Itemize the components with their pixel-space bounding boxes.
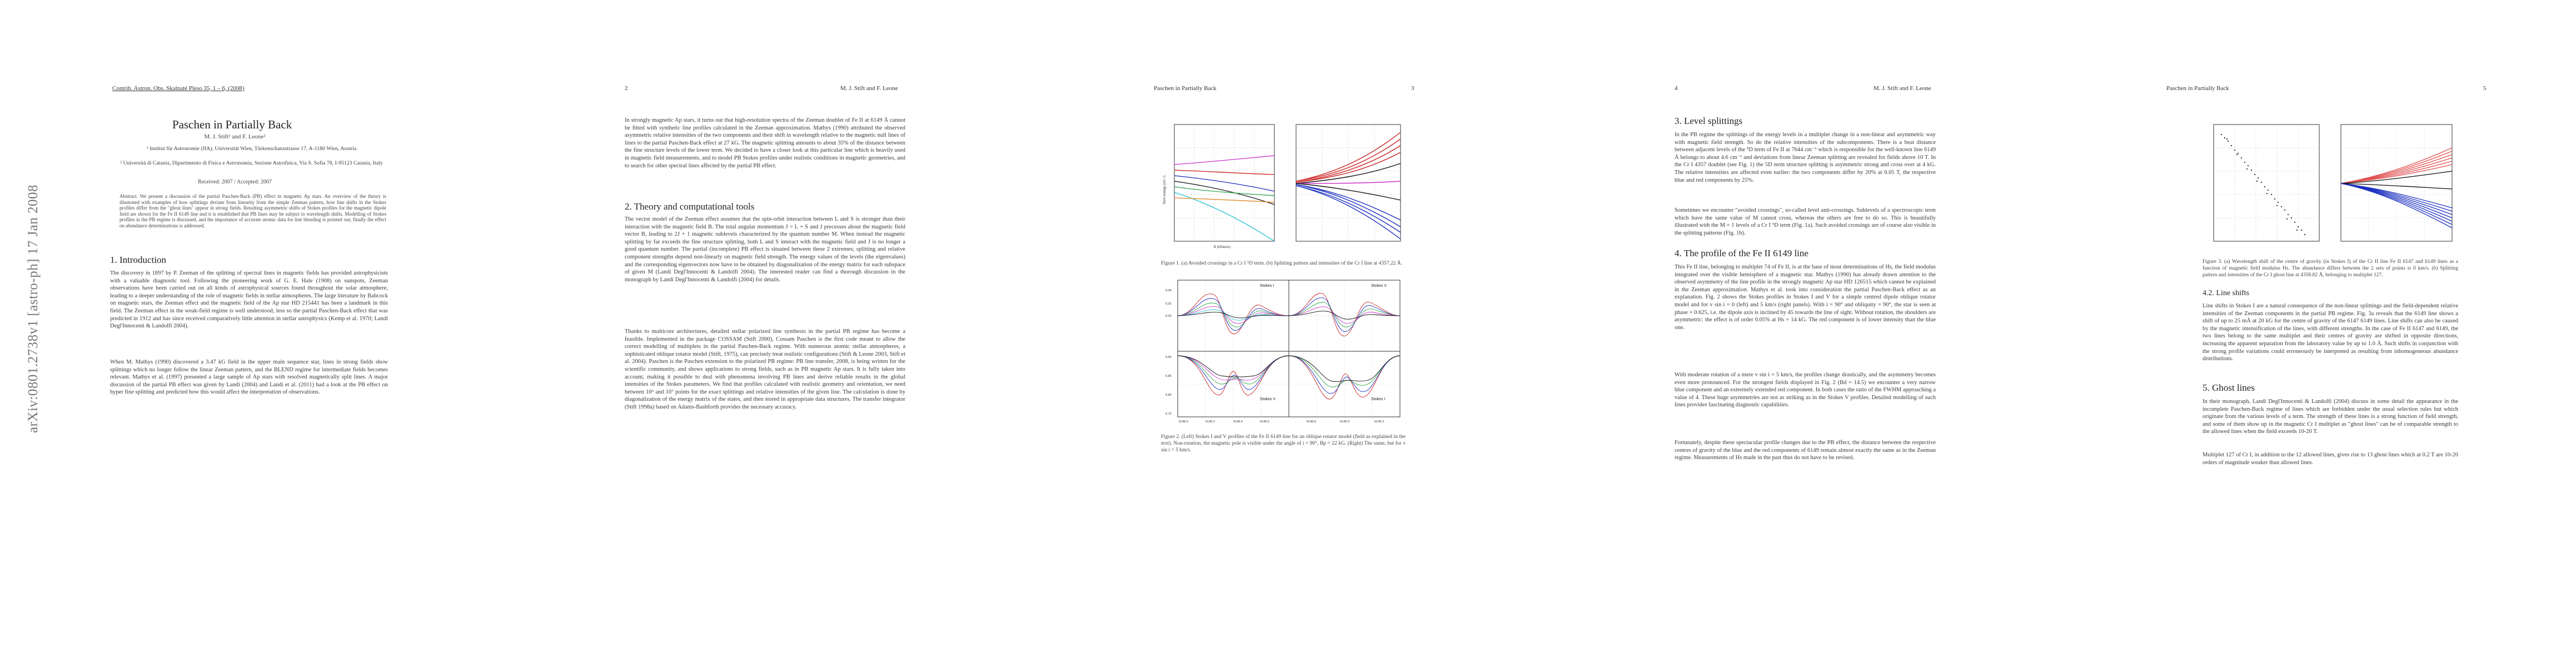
section-title-fe-line-profile: 4. The profile of the Fe II 6149 line — [1675, 248, 1808, 258]
figure-3-caption: Figure 3. (a) Wavelength shift of the ce… — [2203, 259, 2458, 278]
y-tick: 0.75 — [1165, 412, 1172, 416]
page-number: 5 — [2483, 85, 2487, 92]
figure-3b — [2340, 124, 2453, 242]
paper-title: Paschen in Partially Back — [172, 118, 292, 131]
paragraph: Thanks to multicore architectures, detai… — [625, 328, 905, 410]
page-number: 2 — [625, 85, 628, 92]
intro-paragraph-2: When M. Mathys (1990) discovered a 3.47 … — [110, 359, 388, 396]
received-date: Received: 2007 / Accepted: 2007 — [198, 179, 272, 185]
arxiv-stamp: arXiv:0801.2738v1 [astro-ph] 17 Jan 2008 — [26, 184, 41, 433]
page-number: 3 — [1411, 85, 1414, 92]
section-title-line-shifts: 4.2. Line shifts — [2203, 289, 2249, 297]
intro-paragraph-1: The discovery in 1897 by P. Zeeman of th… — [110, 270, 388, 330]
x-tick: 6149.4 — [1233, 420, 1243, 424]
paragraph: Multiplet 127 of Cr I, in addition to th… — [2203, 452, 2458, 466]
x-tick: 6149.0 — [1340, 420, 1349, 424]
page-number: 4 — [1675, 85, 1678, 92]
y-tick: 0.90 — [1165, 356, 1172, 359]
paragraph: With moderate rotation of a mere v sin i… — [1675, 372, 1936, 409]
running-head: M. J. Stift and F. Leone — [840, 85, 898, 92]
panel-label-stokes-v: Stokes V — [1371, 284, 1387, 288]
running-head: Paschen in Partially Back — [2166, 85, 2229, 92]
figure-1a: Term energy (cm⁻¹) B (kGauss) — [1163, 124, 1275, 249]
panel-label-stokes-i: Stokes I — [1371, 397, 1385, 401]
paragraph: In strongly magnetic Ap stars, it turns … — [625, 117, 905, 169]
x-tick: 6148.8 — [1307, 420, 1316, 424]
paragraph: In their monograph, Landi Degl'Innocenti… — [2203, 399, 2458, 435]
page-3: Paschen in Partially Back 3 Term energy … — [1030, 0, 1546, 667]
section-title-ghost-lines: 5. Ghost lines — [2203, 382, 2255, 393]
fig1-x-label: B (kGauss) — [1214, 246, 1230, 249]
figure-2-caption: Figure 2. (Left) Stokes I and V profiles… — [1161, 434, 1406, 453]
x-tick: 6149.6 — [1260, 420, 1269, 424]
authors: M. J. Stift¹ and F. Leone² — [204, 133, 266, 140]
y-tick: 0.02 — [1165, 302, 1172, 306]
page-5: Paschen in Partially Back 5 — [2061, 0, 2576, 667]
page-4: 4 M. J. Stift and F. Leone 3. Level spli… — [1546, 0, 2061, 667]
section-title-level-splittings: 3. Level splittings — [1675, 116, 1743, 126]
running-head: M. J. Stift and F. Leone — [1874, 85, 1931, 92]
figure-3a — [2213, 124, 2320, 242]
paragraph: The vector model of the Zeeman effect as… — [625, 216, 905, 283]
x-tick: 6149.2 — [1205, 420, 1215, 424]
section-title-theory: 2. Theory and computational tools — [625, 201, 755, 212]
paragraph: Fortunately, despite these spectacular p… — [1675, 440, 1936, 461]
affiliation-2: ² Università di Catania, Dipartimento di… — [120, 160, 383, 166]
panel-label-stokes-i: Stokes I — [1260, 284, 1274, 288]
affiliation-1: ¹ Institut für Astronomie (IfA), Univers… — [146, 146, 357, 152]
running-head: Paschen in Partially Back — [1154, 85, 1217, 92]
figure-1-caption: Figure 1. (a) Avoided crossings in a Cr … — [1161, 261, 1402, 266]
paragraph: Sometimes we encounter "avoided crossing… — [1675, 207, 1936, 236]
figure-2: Stokes I Stokes V Stokes V Stokes I 0.04… — [1165, 280, 1401, 424]
abstract: Abstract. We present a discussion of the… — [119, 193, 386, 228]
paragraph: Line shifts in Stokes I are a natural co… — [2203, 303, 2458, 362]
page-2: 2 M. J. Stift and F. Leone In strongly m… — [515, 0, 1030, 667]
paragraph: This Fe II line, belonging to multiplet … — [1675, 264, 1936, 331]
section-title-introduction: 1. Introduction — [110, 255, 167, 265]
running-head: Contrib. Astron. Obs. Skalnaté Pleso 35,… — [112, 85, 245, 92]
page-1: arXiv:0801.2738v1 [astro-ph] 17 Jan 2008… — [0, 0, 515, 667]
panel-label-stokes-v: Stokes V — [1260, 397, 1275, 401]
x-tick: 6148.9 — [1179, 420, 1188, 424]
paragraph: In the PB regime the splittings of the e… — [1675, 132, 1936, 183]
y-tick: 0.85 — [1165, 375, 1172, 378]
x-tick: 6149.3 — [1374, 420, 1384, 424]
figure-1b — [1296, 124, 1401, 242]
y-tick: 0.00 — [1165, 315, 1172, 318]
y-tick: 0.04 — [1165, 289, 1172, 292]
fig1-y-label: Term energy (cm⁻¹) — [1163, 176, 1167, 205]
y-tick: 0.80 — [1165, 394, 1172, 397]
